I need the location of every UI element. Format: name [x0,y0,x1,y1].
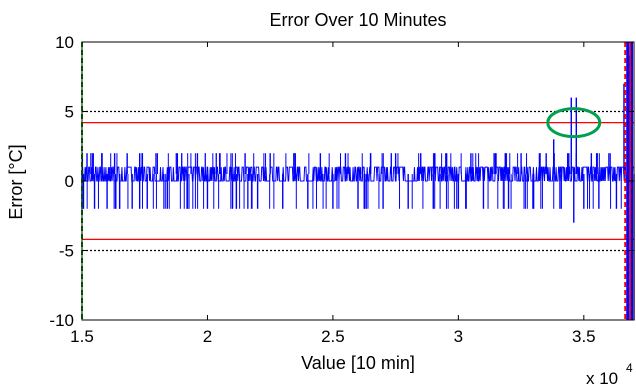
y-tick-label: 10 [55,33,74,52]
x-tick-label: 1.5 [70,327,94,346]
x-tick-label: 2.5 [321,327,345,346]
y-tick-label: -5 [59,242,74,261]
y-tick-label: 0 [65,172,74,191]
x-tick-label: 3.5 [572,327,596,346]
y-tick-label: -10 [49,311,74,330]
chart-title: Error Over 10 Minutes [269,10,446,30]
y-axis-label: Error [°C] [6,144,26,219]
x-scale-note-base: x 10 [586,369,618,385]
highlight-ellipse [546,107,602,139]
x-tick-label: 2 [203,327,212,346]
x-tick-label: 3 [454,327,463,346]
plot-frame-top [81,41,635,321]
x-scale-exponent: 4 [626,361,633,375]
plot-area: 1.5 2 2.5 3 3.5 -10 -5 0 5 10 [49,33,635,346]
y-tick-label: 5 [65,103,74,122]
x-scale-note: x 10 [586,369,618,385]
x-axis-label: Value [10 min] [301,353,415,373]
